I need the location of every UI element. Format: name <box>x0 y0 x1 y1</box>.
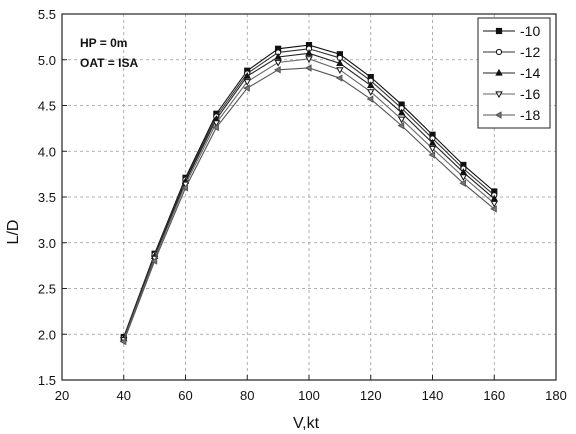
series--18 <box>119 64 497 346</box>
data-point-triangle-left <box>181 184 189 192</box>
y-tick-label: 4.0 <box>38 144 56 159</box>
legend-entry: -10 <box>483 23 540 39</box>
y-tick-label: 4.5 <box>38 99 56 114</box>
data-point-triangle-left <box>494 111 502 119</box>
data-point-triangle-left <box>459 179 466 187</box>
x-tick-label: 40 <box>117 388 131 403</box>
data-point-triangle-down <box>490 200 498 208</box>
legend-label: -18 <box>520 107 540 123</box>
data-point-triangle-left <box>366 95 374 103</box>
y-tick-label: 3.0 <box>38 236 56 251</box>
data-point-triangle-down <box>495 91 503 99</box>
data-point-triangle-up <box>336 59 344 66</box>
data-point-triangle-up <box>305 49 313 56</box>
x-tick-label: 140 <box>422 388 444 403</box>
data-point-triangle-left <box>243 84 250 92</box>
y-tick-label: 1.5 <box>38 373 56 388</box>
data-point-triangle-down <box>428 145 437 153</box>
data-point-circle <box>495 48 503 56</box>
data-point-triangle-left <box>273 66 281 74</box>
data-point-triangle-left <box>304 64 312 72</box>
data-point-triangle-up <box>274 52 282 60</box>
annotation-hp: HP = 0m <box>80 36 127 50</box>
data-point-triangle-up <box>495 68 503 76</box>
legend: -10 -12 -14 -16 -18 <box>477 17 551 129</box>
y-tick-label: 2.5 <box>38 282 56 297</box>
legend-label: -10 <box>520 23 540 39</box>
x-tick-label: 80 <box>240 388 254 403</box>
data-point-triangle-left <box>212 123 219 132</box>
data-point-square <box>495 27 503 35</box>
legend-label: -14 <box>520 65 540 81</box>
data-point-triangle-down <box>367 89 375 96</box>
data-point-triangle-down <box>305 56 313 63</box>
data-point-triangle-up <box>397 108 406 116</box>
x-tick-label: 180 <box>545 388 567 403</box>
data-point-triangle-up <box>428 138 437 146</box>
data-point-triangle-up <box>243 72 251 79</box>
y-tick-label: 5.5 <box>38 7 56 22</box>
data-point-triangle-left <box>335 74 343 82</box>
axis-ticks: 20 40 60 80 100 120 140 160 180 1.5 2.0 2.5 3.0 3.5 4.… <box>38 7 567 403</box>
x-tick-label: 160 <box>483 388 505 403</box>
data-point-triangle-down <box>459 174 468 182</box>
annotation-oat: OAT = ISA <box>80 56 138 70</box>
data-point-triangle-left <box>490 205 497 213</box>
data-point-triangle-left <box>428 151 436 159</box>
y-tick-label: 3.5 <box>38 190 56 205</box>
legend-entry: -12 <box>483 44 540 60</box>
series-line <box>123 67 495 342</box>
x-axis-label: V,kt <box>293 415 320 432</box>
data-point-triangle-down <box>212 120 221 128</box>
data-point-triangle-down <box>274 59 282 67</box>
x-tick-label: 100 <box>298 388 320 403</box>
data-point-triangle-left <box>119 337 127 346</box>
legend-label: -16 <box>520 86 540 102</box>
legend-label: -12 <box>520 44 540 60</box>
data-point-triangle-left <box>397 121 405 130</box>
legend-entry: -16 <box>483 86 540 102</box>
x-tick-label: 120 <box>360 388 382 403</box>
series-group <box>119 42 498 346</box>
data-point-triangle-down <box>243 79 251 86</box>
legend-entry: -18 <box>483 107 540 123</box>
y-axis-label: L/D <box>5 220 22 245</box>
data-point-triangle-left <box>150 257 158 265</box>
x-tick-label: 20 <box>55 388 69 403</box>
legend-entry: -14 <box>483 65 540 81</box>
y-tick-label: 5.0 <box>38 53 56 68</box>
data-point-triangle-up <box>367 81 375 88</box>
x-tick-label: 60 <box>178 388 192 403</box>
data-point-triangle-down <box>397 116 406 124</box>
y-tick-label: 2.0 <box>38 327 56 342</box>
data-point-triangle-down <box>336 67 344 74</box>
